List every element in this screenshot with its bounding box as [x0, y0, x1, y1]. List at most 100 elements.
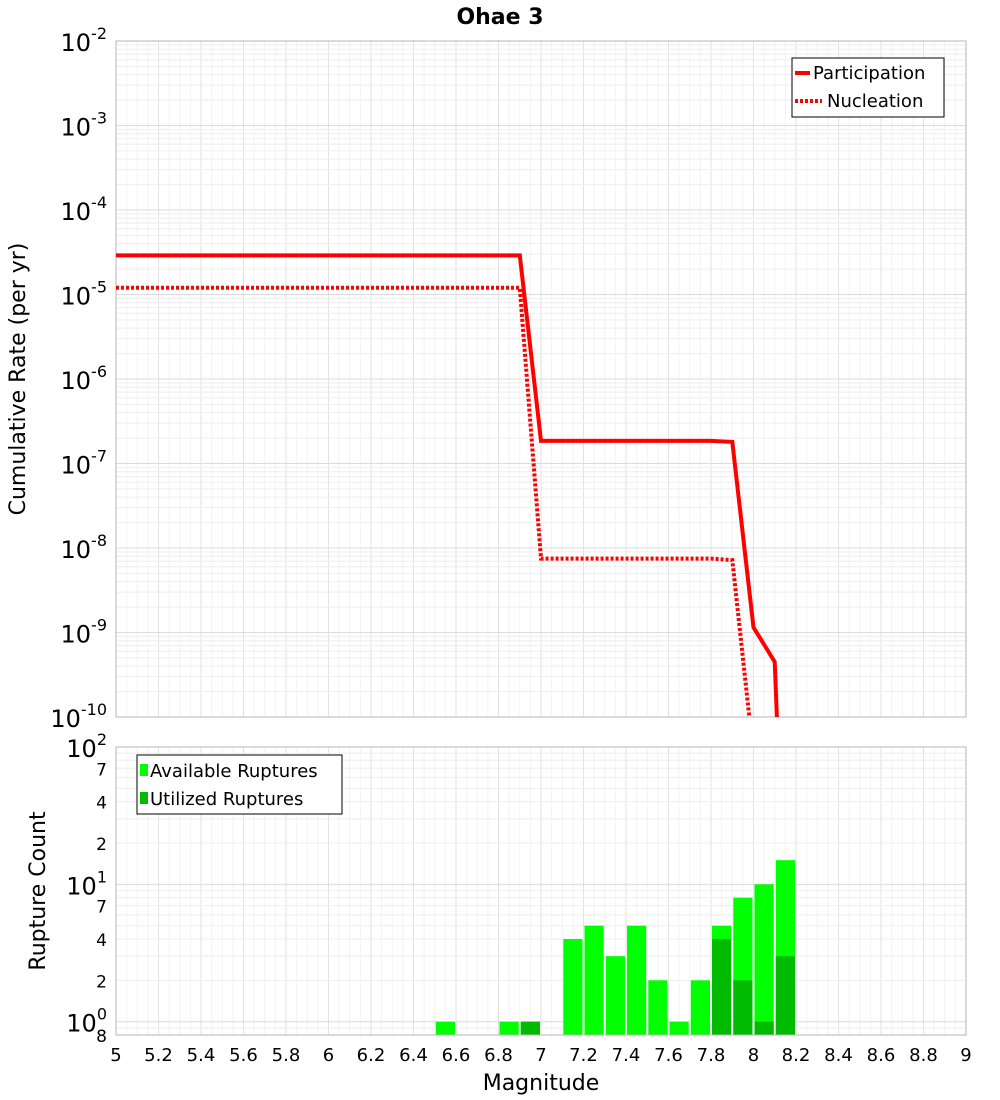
utilized-rupture-bar — [754, 1021, 774, 1035]
bottom-y-tick-label-exp: 0 — [97, 1005, 107, 1024]
top-y-tick-label-base: 10 — [61, 367, 92, 395]
x-tick-label: 5 — [110, 1045, 121, 1066]
bottom-y-tick-label-base: 10 — [66, 1010, 97, 1038]
bottom-y-tick-label: 2 — [96, 972, 107, 992]
x-tick-label: 8.8 — [909, 1045, 938, 1066]
available-legend-swatch — [140, 764, 148, 776]
top-y-tick-label: 10-10 — [50, 700, 107, 733]
top-y-tick-label-base: 10 — [61, 283, 92, 311]
bottom-y-tick-label-exp: 1 — [97, 867, 107, 886]
top-plot-frame — [115, 40, 967, 718]
bottom-legend: Available Ruptures Utilized Ruptures — [136, 754, 343, 815]
bottom-x-ticks: 5 5.2 5.4 5.6 5.8 6 6.2 6.4 6.6 6.8 7 7.2 7.4 7.6 7.8 8… — [110, 1045, 971, 1066]
top-y-tick-label-exp: -10 — [81, 700, 107, 719]
x-tick-label: 5.2 — [144, 1045, 173, 1066]
top-y-tick-label: 10-7 — [61, 447, 108, 480]
top-y-tick-label: 10-2 — [61, 24, 108, 57]
x-tick-label: 7.6 — [654, 1045, 683, 1066]
x-tick-label: 6 — [323, 1045, 334, 1066]
available-rupture-bar — [754, 884, 774, 1035]
top-y-tick-label-base: 10 — [61, 114, 92, 142]
utilized-rupture-bar — [775, 956, 795, 1035]
top-y-tick-label: 10-8 — [61, 531, 108, 564]
top-y-tick-label-base: 10 — [61, 536, 92, 564]
available-rupture-bar — [499, 1021, 519, 1035]
available-rupture-bar — [648, 980, 668, 1035]
bottom-y-tick-label: 7 — [96, 760, 107, 780]
top-y-tick-label-base: 10 — [61, 621, 92, 649]
x-tick-label: 5.6 — [229, 1045, 258, 1066]
x-tick-label: 6.8 — [484, 1045, 513, 1066]
bottom-y-tick-label-base: 10 — [66, 872, 97, 900]
top-y-axis-label: Cumulative Rate (per yr) — [6, 243, 31, 516]
bottom-y-tick-label: 8 — [96, 1027, 107, 1047]
top-grid — [115, 41, 967, 718]
participation-line — [116, 253, 779, 718]
top-y-tick-label-exp: -7 — [91, 447, 107, 466]
nucleation-legend-label: Nucleation — [827, 91, 923, 112]
top-y-tick-label-base: 10 — [61, 29, 92, 57]
x-tick-label: 5.4 — [187, 1045, 216, 1066]
top-y-tick-label-exp: -5 — [91, 278, 107, 297]
x-tick-label: 6.2 — [357, 1045, 386, 1066]
bottom-y-tick-label: 4 — [96, 931, 107, 951]
bottom-y-axis-label: Rupture Count — [26, 811, 51, 971]
x-tick-label: 5.8 — [272, 1045, 301, 1066]
nucleation-line — [116, 285, 752, 718]
bottom-y-tick-label: 102 — [66, 730, 107, 763]
utilized-rupture-bar — [520, 1021, 540, 1035]
available-rupture-bar — [435, 1021, 455, 1035]
top-legend-box — [791, 57, 945, 118]
x-tick-label: 6.4 — [399, 1045, 428, 1066]
x-tick-label: 8.6 — [867, 1045, 896, 1066]
utilized-legend-label: Utilized Ruptures — [150, 789, 303, 810]
bottom-y-tick-label: 7 — [96, 898, 107, 918]
chart-title: Ohae 3 — [456, 5, 543, 30]
top-y-tick-label: 10-3 — [61, 109, 108, 142]
top-y-tick-label: 10-5 — [61, 278, 108, 311]
x-tick-label: 7.8 — [697, 1045, 726, 1066]
bottom-y-tick-label: 4 — [96, 794, 107, 814]
bottom-y-tick-label: 101 — [66, 867, 107, 900]
x-tick-label: 7.2 — [569, 1045, 598, 1066]
top-y-tick-label-exp: -8 — [91, 531, 107, 550]
bottom-plot-frame — [115, 746, 967, 1036]
top-y-tick-label: 10-9 — [61, 616, 108, 649]
top-y-tick-label-exp: -6 — [91, 362, 107, 381]
top-series-group — [116, 253, 779, 718]
top-legend: Participation Nucleation — [791, 57, 945, 118]
available-rupture-bar — [563, 939, 583, 1035]
x-tick-label: 8.2 — [782, 1045, 811, 1066]
x-tick-label: 6.6 — [442, 1045, 471, 1066]
bottom-y-tick-label: 2 — [96, 835, 107, 855]
top-y-tick-label-exp: -9 — [91, 616, 107, 635]
x-tick-label: 8.4 — [824, 1045, 853, 1066]
x-tick-label: 7 — [535, 1045, 546, 1066]
top-y-tick-label-base: 10 — [61, 198, 92, 226]
top-y-tick-label-base: 10 — [50, 705, 81, 733]
available-rupture-bar — [584, 925, 604, 1035]
available-rupture-bar — [669, 1021, 689, 1035]
utilized-rupture-bar — [733, 980, 753, 1035]
available-rupture-bar — [605, 956, 625, 1035]
top-y-tick-label-base: 10 — [61, 452, 92, 480]
bottom-bars-group — [435, 860, 795, 1035]
available-rupture-bar — [690, 980, 710, 1035]
x-tick-label: 9 — [960, 1045, 971, 1066]
x-tick-label: 7.4 — [612, 1045, 641, 1066]
top-y-ticks: 10-210-310-410-510-610-710-810-910-10 — [50, 24, 107, 733]
top-y-tick-label: 10-6 — [61, 362, 108, 395]
top-y-tick-label-exp: -4 — [91, 193, 107, 212]
x-tick-label: 8 — [748, 1045, 759, 1066]
participation-legend-label: Participation — [813, 63, 925, 84]
top-y-tick-label-exp: -3 — [91, 109, 107, 128]
bottom-legend-box — [136, 754, 343, 815]
utilized-legend-swatch — [140, 792, 148, 804]
bottom-y-tick-label-exp: 2 — [97, 730, 107, 749]
utilized-rupture-bar — [712, 939, 732, 1035]
bottom-y-tick-label: 100 — [66, 1005, 107, 1038]
available-legend-label: Available Ruptures — [150, 761, 318, 782]
